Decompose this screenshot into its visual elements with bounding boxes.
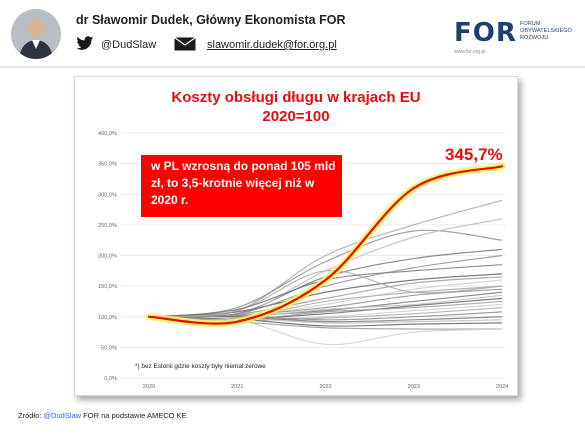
source-prefix: Źródło: (18, 411, 42, 420)
chart-title: Koszty obsługi długu w krajach EU 2020=1… (75, 88, 517, 126)
line-chart: 0,0% 50,0% 100,0% 150,0% 200,0% 250,0% 300,0% 3… (98, 131, 508, 390)
y-tick-label: 400,0% (98, 131, 117, 137)
callout-box: w PL wzrosną do ponad 105 mld zł, to 3,5… (141, 155, 342, 217)
chart-title-line-2: 2020=100 (262, 108, 330, 125)
source-text: FOR na podstawie AMECO KE (83, 411, 187, 420)
chart-panel: Koszty obsługi długu w krajach EU 2020=1… (74, 76, 518, 396)
avatar (11, 9, 61, 59)
highlight-series-line (147, 165, 504, 325)
series-line (148, 229, 503, 318)
x-tick-label: 2024 (496, 384, 508, 390)
y-tick-label: 300,0% (98, 192, 117, 198)
series-line (148, 254, 503, 318)
y-tick-label: 0,0% (104, 376, 117, 382)
logo-subtitle: FORUM OBYWATELSKIEGO ROZWOJU (520, 21, 572, 41)
header: dr Sławomir Dudek, Główny Ekonomista FOR… (0, 0, 585, 66)
x-tick-label: 2022 (319, 384, 331, 390)
header-divider (0, 66, 585, 68)
source-line: Źródło: @DudSlaw FOR na podstawie AMECO … (18, 411, 187, 420)
y-tick-label: 100,0% (98, 315, 117, 321)
series-line (148, 316, 503, 327)
chart-footnote: *) bez Estonii gdzie koszty były niemal … (135, 363, 266, 370)
chart-title-line-1: Koszty obsługi długu w krajach EU (171, 89, 421, 106)
series-line (148, 199, 503, 318)
series-line (148, 316, 503, 330)
twitter-handle[interactable]: @DudSlaw (101, 39, 157, 51)
mail-icon (174, 37, 196, 51)
twitter-icon (76, 36, 94, 50)
for-logo: FOR FORUM OBYWATELSKIEGO ROZWOJU www.for… (454, 18, 574, 62)
y-tick-label: 200,0% (98, 254, 117, 260)
x-tick-label: 2020 (143, 384, 155, 390)
series-line (148, 270, 503, 318)
series-line (148, 303, 503, 320)
logo-text: FOR (454, 18, 517, 48)
y-tick-label: 50,0% (101, 345, 117, 351)
highlight-end-label: 345,7% (445, 145, 503, 164)
series-line (148, 316, 503, 346)
email-link[interactable]: slawomir.dudek@for.org.pl (207, 39, 337, 51)
y-tick-label: 350,0% (98, 162, 117, 168)
author-name: dr Sławomir Dudek, Główny Ekonomista FOR (76, 13, 346, 27)
logo-url: www.for.org.pl (454, 49, 486, 55)
y-tick-label: 150,0% (98, 284, 117, 290)
x-tick-label: 2023 (408, 384, 420, 390)
source-handle[interactable]: @DudSlaw (43, 411, 82, 420)
y-tick-label: 250,0% (98, 223, 117, 229)
x-tick-label: 2021 (231, 384, 243, 390)
